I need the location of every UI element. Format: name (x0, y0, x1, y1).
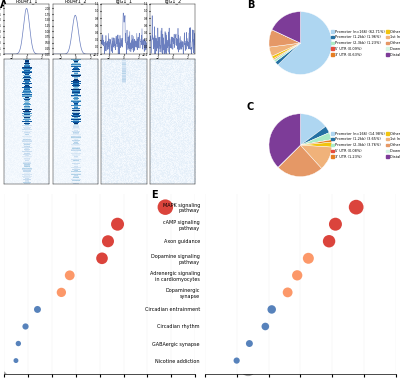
Wedge shape (272, 30, 300, 43)
Point (99, 255, 105, 261)
Wedge shape (274, 43, 300, 62)
Wedge shape (269, 43, 300, 56)
Wedge shape (272, 12, 300, 43)
Wedge shape (300, 127, 329, 145)
Title: IgG1_2: IgG1_2 (164, 0, 181, 4)
Text: E: E (151, 190, 158, 200)
Point (105, 238, 111, 244)
Point (114, 221, 121, 227)
Wedge shape (300, 139, 331, 145)
Point (326, 238, 332, 244)
Wedge shape (300, 133, 331, 145)
Title: IgG1_1: IgG1_1 (116, 0, 132, 4)
Wedge shape (278, 145, 300, 167)
Point (305, 255, 312, 261)
Wedge shape (300, 145, 332, 169)
Wedge shape (269, 30, 300, 47)
Legend: Promoter (n=166) (14.98%), Promoter (1-2kb) (3.65%), Promoter (2-3kb) (3.76%), 5: Promoter (n=166) (14.98%), Promoter (1-2… (330, 130, 400, 160)
Point (262, 324, 268, 330)
Wedge shape (278, 12, 332, 74)
Point (332, 221, 339, 227)
Wedge shape (269, 114, 300, 167)
Wedge shape (300, 140, 332, 145)
Legend: Promoter (n=166) (62.71%), Promoter (1-2kb) (1.96%), Promoter (2-3kb) (1.23%), 5: Promoter (n=166) (62.71%), Promoter (1-2… (330, 28, 400, 58)
Text: C: C (247, 102, 254, 112)
Text: A: A (0, 0, 8, 10)
Point (15, 341, 22, 347)
Point (162, 204, 168, 210)
Point (22, 324, 29, 330)
Point (66, 272, 73, 278)
Point (34, 307, 41, 313)
Wedge shape (278, 145, 322, 177)
Point (353, 204, 359, 210)
Legend: 5, 15, 30, 50: 5, 15, 30, 50 (242, 344, 260, 372)
Wedge shape (273, 43, 300, 60)
Wedge shape (275, 43, 300, 65)
Point (246, 341, 252, 347)
Text: B: B (247, 0, 254, 10)
Title: Pou4f1_2: Pou4f1_2 (64, 0, 86, 4)
Point (234, 358, 240, 364)
Point (284, 290, 291, 296)
Point (268, 307, 275, 313)
Point (58, 290, 64, 296)
Wedge shape (300, 114, 326, 145)
Point (13, 358, 19, 364)
Point (294, 272, 300, 278)
Wedge shape (300, 142, 332, 147)
Title: Pou4f1_1: Pou4f1_1 (15, 0, 38, 4)
Wedge shape (272, 43, 300, 59)
Wedge shape (274, 43, 300, 60)
